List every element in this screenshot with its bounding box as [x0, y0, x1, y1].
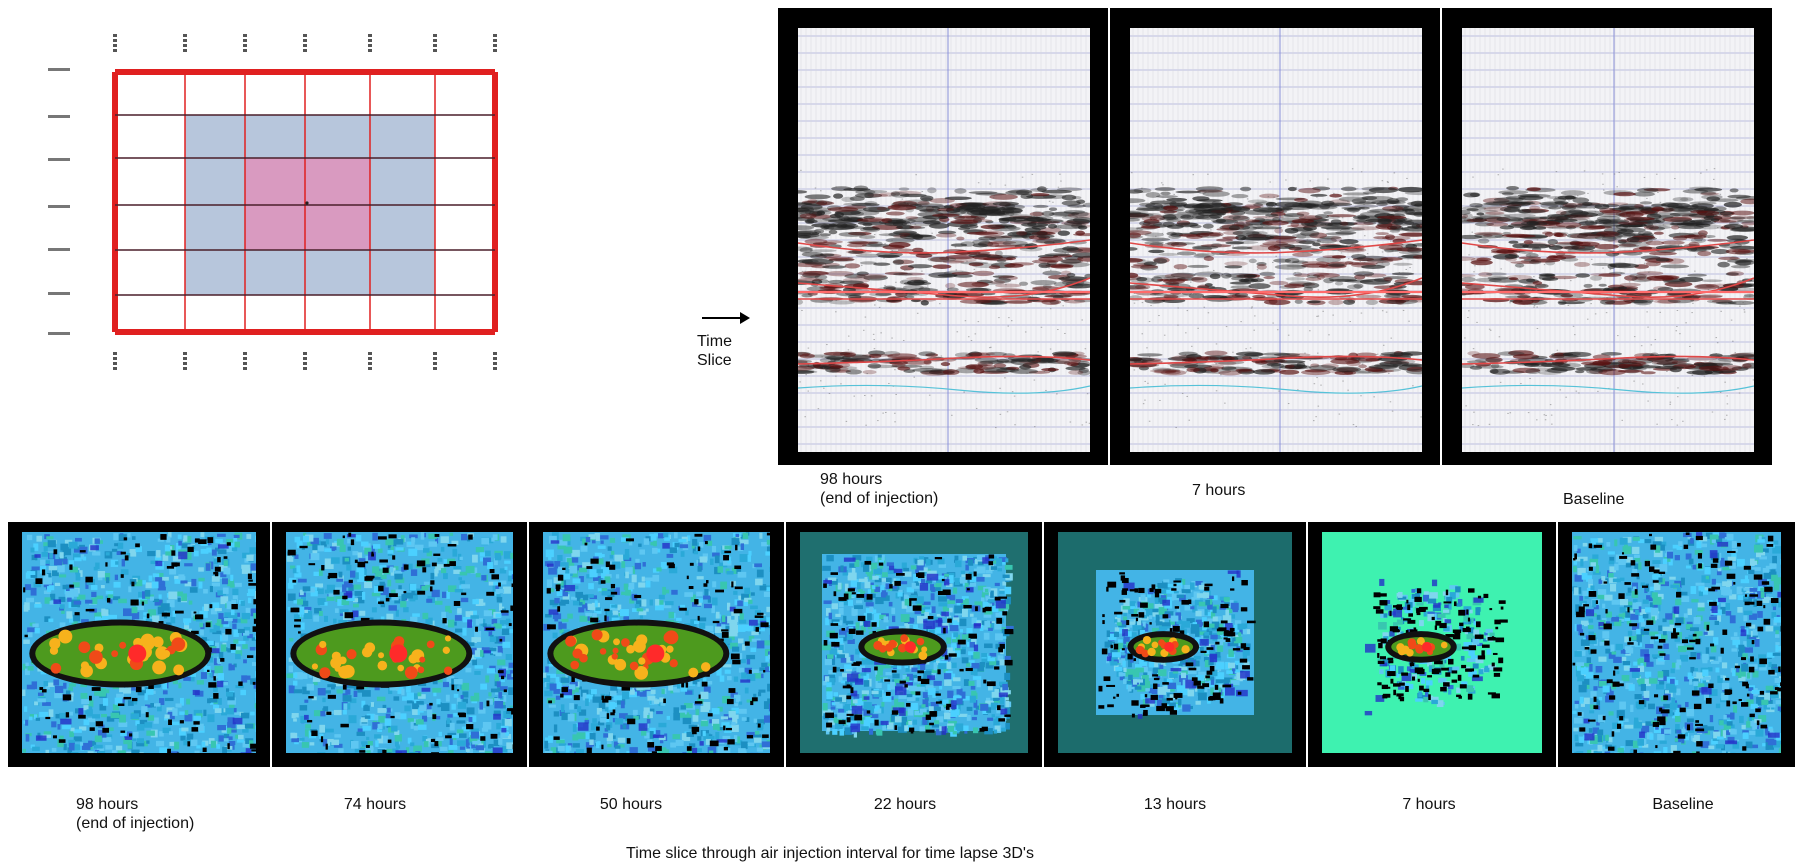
time-slice-74h: [272, 522, 527, 767]
slice-label-baseline: Baseline: [1652, 796, 1714, 813]
time-slice-baseline: [1558, 522, 1795, 767]
time-slice-22h: [786, 522, 1042, 767]
slice-label-13h: 13 hours: [1143, 796, 1207, 813]
survey-grid-diagram: [40, 20, 580, 400]
time-slice-arrow: [700, 308, 750, 328]
survey-grid-svg: [48, 34, 498, 370]
seismic-panel-baseline: [1442, 8, 1772, 465]
slice-label-98h: 98 hours (end of injection): [76, 796, 195, 832]
time-slice-13h: [1044, 522, 1306, 767]
seismic-label-7h: 7 hours: [1192, 482, 1246, 499]
time-slice-7h: [1308, 522, 1556, 767]
slice-label-22h: 22 hours: [873, 796, 937, 813]
seismic-label-98h: 98 hours (end of injection): [820, 471, 939, 507]
seismic-panel-7h: [1110, 8, 1440, 465]
time-slice-label: Time Slice: [697, 333, 732, 369]
time-slice-50h: [529, 522, 784, 767]
slice-label-74h: 74 hours: [343, 796, 407, 813]
seismic-panel-98h: [778, 8, 1108, 465]
slice-label-7h: 7 hours: [1402, 796, 1456, 813]
seismic-label-baseline: Baseline: [1563, 491, 1625, 508]
figure-caption: Time slice through air injection interva…: [626, 845, 1034, 862]
time-slice-98h: [8, 522, 270, 767]
slice-label-50h: 50 hours: [599, 796, 663, 813]
